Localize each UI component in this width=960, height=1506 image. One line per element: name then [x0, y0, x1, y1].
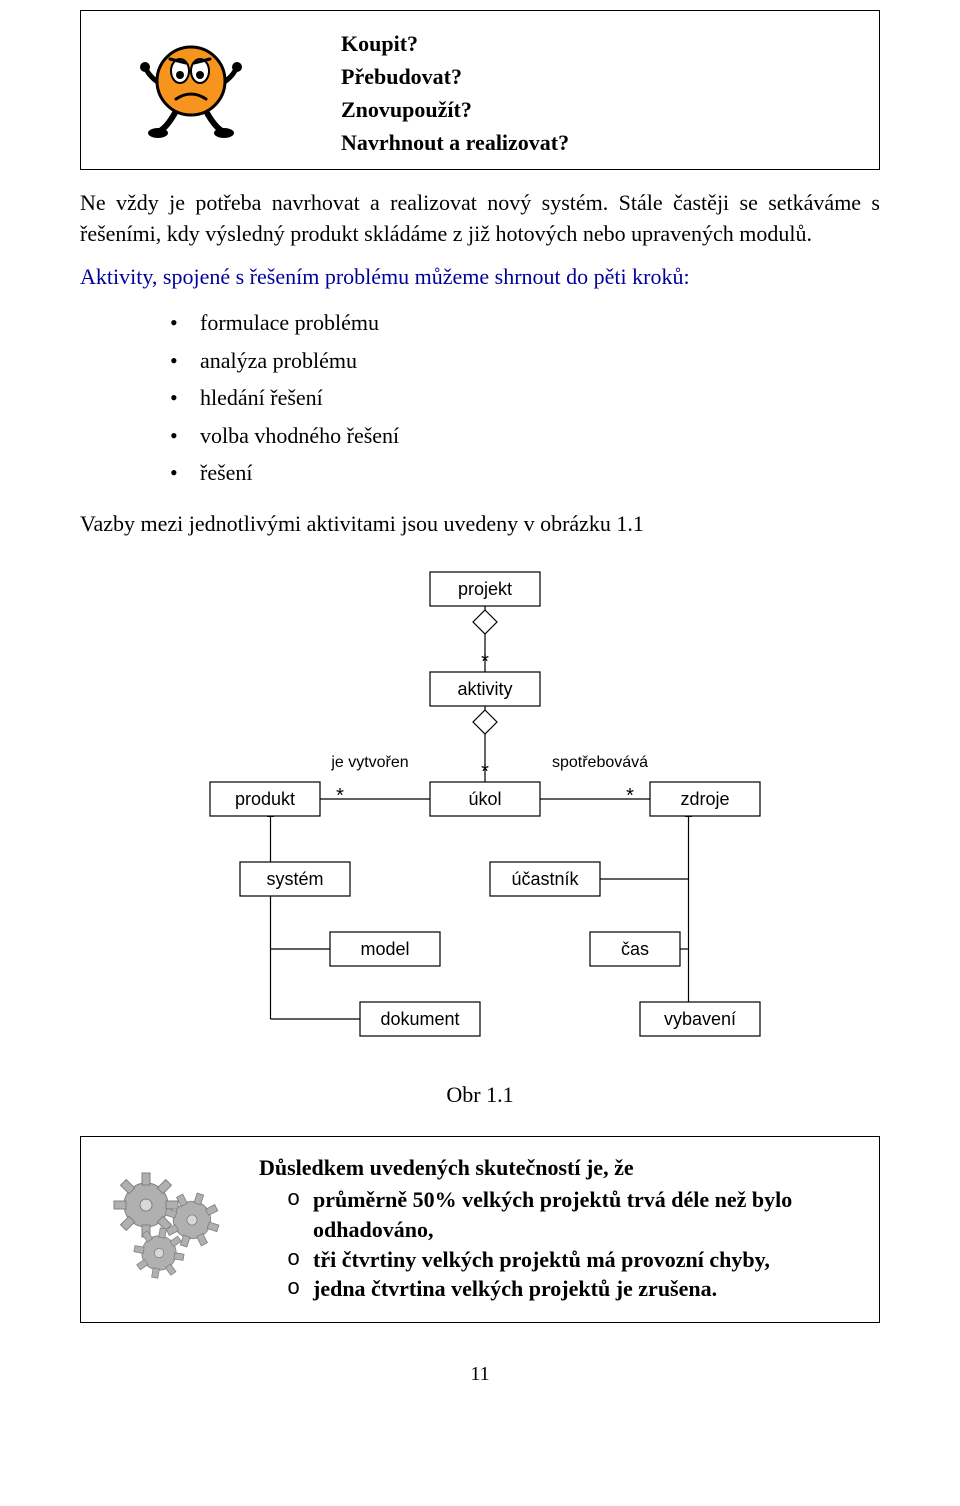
svg-text:vybavení: vybavení	[664, 1009, 736, 1029]
svg-text:projekt: projekt	[458, 579, 512, 599]
svg-text:dokument: dokument	[380, 1009, 459, 1029]
question-line: Navrhnout a realizovat?	[341, 126, 859, 159]
svg-text:úkol: úkol	[468, 789, 501, 809]
figure-caption: Obr 1.1	[80, 1082, 880, 1108]
page-number: 11	[80, 1363, 880, 1386]
svg-text:spotřebovává: spotřebovává	[552, 754, 648, 771]
list-item: průměrně 50% velkých projektů trvá déle …	[259, 1185, 861, 1244]
paragraph-2-lead: Aktivity, spojené s řešením problému můž…	[80, 262, 880, 293]
list-item: jedna čtvrtina velkých projektů je zruše…	[259, 1274, 861, 1304]
svg-text:model: model	[360, 939, 409, 959]
list-item: tři čtvrtiny velkých projektů má provozn…	[259, 1245, 861, 1275]
svg-text:čas: čas	[621, 939, 649, 959]
paragraph-1: Ne vždy je potřeba navrhovat a realizova…	[80, 188, 880, 250]
svg-text:produkt: produkt	[235, 789, 295, 809]
svg-text:systém: systém	[266, 869, 323, 889]
worried-face-icon	[101, 21, 281, 141]
question-list: Koupit? Přebudovat? Znovupoužít? Navrhno…	[341, 21, 859, 159]
list-item: řešení	[80, 454, 880, 491]
list-item: hledání řešení	[80, 379, 880, 416]
consequences-list: průměrně 50% velkých projektů trvá déle …	[259, 1185, 861, 1304]
paragraph-3: Vazby mezi jednotlivými aktivitami jsou …	[80, 509, 880, 540]
question-line: Přebudovat?	[341, 60, 859, 93]
svg-text:*: *	[481, 651, 489, 673]
list-item: formulace problému	[80, 304, 880, 341]
list-item: analýza problému	[80, 342, 880, 379]
svg-text:*: *	[336, 785, 344, 807]
diagram-figure-1-1: projekt aktivity produkt úkol zdroje systém úč…	[80, 552, 880, 1052]
svg-text:aktivity: aktivity	[457, 679, 512, 699]
question-line: Koupit?	[341, 27, 859, 60]
svg-text:*: *	[626, 785, 634, 807]
steps-list: formulace problému analýza problému hled…	[80, 304, 880, 491]
svg-text:*: *	[481, 761, 489, 783]
svg-text:je vytvořen: je vytvořen	[330, 754, 408, 771]
list-item: volba vhodného řešení	[80, 417, 880, 454]
svg-text:účastník: účastník	[511, 869, 579, 889]
svg-text:zdroje: zdroje	[680, 789, 729, 809]
consequences-box: Důsledkem uvedených skutečností je, že p…	[80, 1136, 880, 1323]
gears-icon	[99, 1155, 239, 1285]
consequences-title: Důsledkem uvedených skutečností je, že	[259, 1155, 861, 1181]
question-line: Znovupoužít?	[341, 93, 859, 126]
intro-question-box: Koupit? Přebudovat? Znovupoužít? Navrhno…	[80, 10, 880, 170]
